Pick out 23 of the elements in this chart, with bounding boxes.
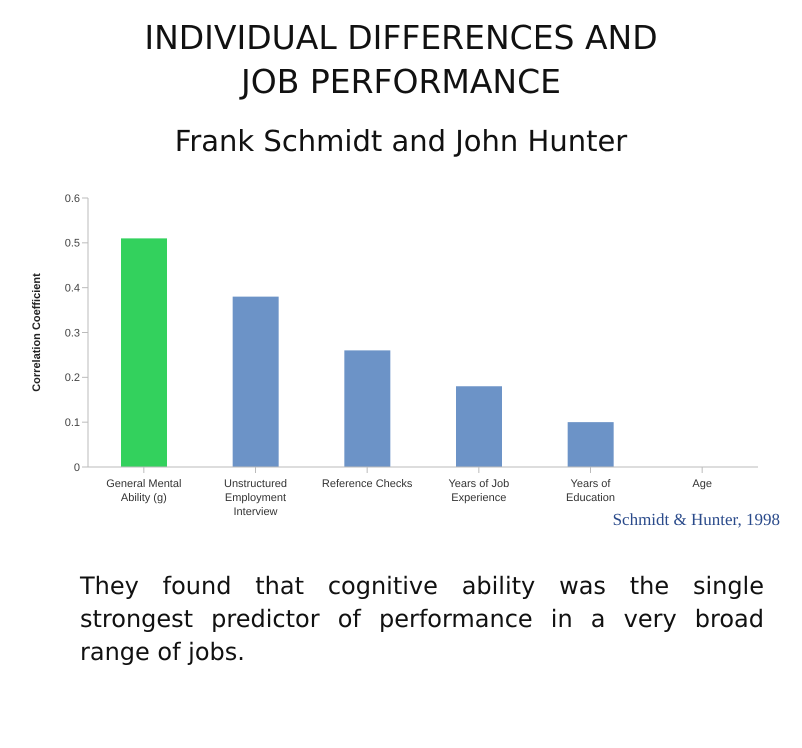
y-tick-label: 0 [74,462,80,474]
y-axis-title: Correlation Coefficient [30,272,43,392]
y-tick-label: 0.6 [64,192,80,205]
y-tick-label: 0.3 [64,327,80,340]
text: They found that cognitive ability was the single strongest predictor of performance in a very broad range of jobs. [80,571,764,668]
x-tick-label: General Mental Ability (g) [106,478,182,504]
text: Schmidt & Hunter, 1998 [612,510,780,529]
x-tick-label: Unstructured Employment Interview [224,478,287,518]
x-tick-label: Years of Job Experience [448,478,510,504]
y-tick-label: 0.1 [64,417,80,430]
bar [456,386,502,467]
x-tick-label: Years of Education [566,478,615,504]
x-tick-label: Age [692,478,712,490]
bar [232,296,279,467]
bar [344,350,390,467]
bar [121,238,167,467]
y-tick-label: 0.4 [64,282,80,295]
chart-subtitle: Frank Schmidt and John Hunter [174,124,628,158]
bar [568,422,614,467]
chart-title: INDIVIDUAL DIFFERENCES AND JOB PERFORMANCE [143,17,659,103]
y-tick-label: 0.5 [64,238,80,250]
y-tick-label: 0.2 [64,372,80,384]
x-tick-label: Reference Checks [322,478,413,490]
